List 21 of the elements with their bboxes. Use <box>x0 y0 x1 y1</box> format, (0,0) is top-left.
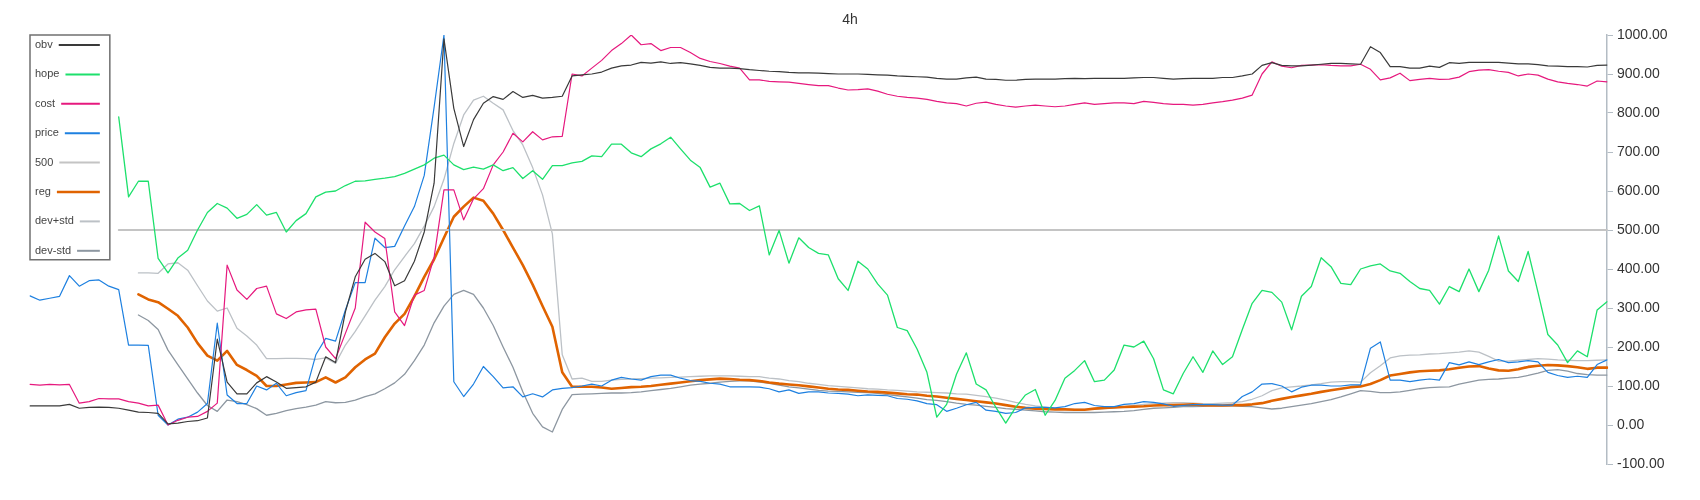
legend-label: reg <box>35 185 51 198</box>
legend-label: obv <box>35 38 54 51</box>
legend-label: dev-std <box>35 243 72 256</box>
legend-label: dev+std <box>35 214 74 227</box>
legend-label: price <box>35 126 59 139</box>
y-tick-label: 800.00 <box>1617 103 1661 120</box>
y-tick-label: 600.00 <box>1617 181 1661 198</box>
y-tick-label: 500.00 <box>1617 220 1661 237</box>
y-tick-label: 300.00 <box>1617 298 1661 315</box>
y-tick-label: 400.00 <box>1617 259 1661 276</box>
y-tick-label: -100.00 <box>1617 454 1665 471</box>
legend-label: cost <box>35 96 56 109</box>
y-tick-label: 900.00 <box>1617 64 1661 81</box>
legend-label: hope <box>35 67 60 80</box>
legend-label: 500 <box>35 155 54 168</box>
y-tick-label: 1000.00 <box>1617 25 1668 42</box>
y-tick-label: 700.00 <box>1617 142 1661 159</box>
y-tick-label: 100.00 <box>1617 376 1661 393</box>
chart-title: 4h <box>842 10 858 27</box>
y-tick-label: 0.00 <box>1617 415 1645 432</box>
y-tick-label: 200.00 <box>1617 337 1661 354</box>
